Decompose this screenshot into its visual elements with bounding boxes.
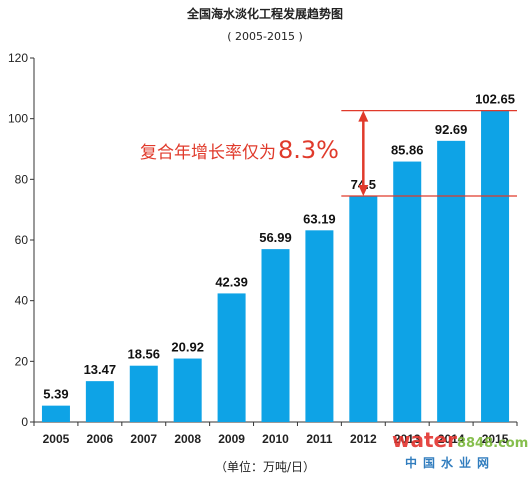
annotation-arrow-head-up bbox=[358, 110, 369, 122]
x-tick-label: 2014 bbox=[438, 432, 465, 446]
bar-value-label: 85.86 bbox=[391, 143, 424, 158]
value-labels: 5.3913.4718.5620.9242.3956.9963.1974.585… bbox=[43, 92, 515, 402]
x-tick-label: 2011 bbox=[306, 432, 332, 446]
y-tick-label: 0 bbox=[21, 415, 28, 429]
bars bbox=[41, 110, 510, 423]
bar-value-label: 18.56 bbox=[127, 347, 160, 362]
y-tick-label: 120 bbox=[8, 51, 28, 65]
x-tick-label: 2013 bbox=[394, 432, 421, 446]
x-tick-label: 2007 bbox=[130, 432, 157, 446]
bar-value-label: 102.65 bbox=[475, 92, 515, 107]
y-tick-label: 100 bbox=[8, 112, 28, 126]
bar bbox=[305, 230, 334, 422]
bar bbox=[393, 161, 422, 423]
y-tick-label: 20 bbox=[15, 354, 29, 368]
bar bbox=[437, 140, 466, 422]
x-tick-label: 2006 bbox=[87, 432, 114, 446]
y-axis: 0 20 40 60 80 100 120 bbox=[8, 51, 35, 429]
unit-label: （单位：万吨/日） bbox=[215, 459, 315, 474]
growth-annotation-text: 复合年增长率仅为8.3% bbox=[140, 136, 339, 164]
bar bbox=[41, 405, 70, 422]
x-tick-label: 2008 bbox=[174, 432, 201, 446]
x-tick-label: 2010 bbox=[262, 432, 289, 446]
y-tick-label: 80 bbox=[15, 172, 29, 186]
x-tick-label: 2012 bbox=[350, 432, 377, 446]
bar-value-label: 13.47 bbox=[84, 362, 117, 377]
watermark: water8848.com 中国水业网 bbox=[392, 428, 528, 470]
bar bbox=[217, 293, 246, 422]
bar-value-label: 5.39 bbox=[43, 387, 68, 402]
bar-value-label: 20.92 bbox=[171, 340, 204, 355]
bar bbox=[129, 365, 158, 422]
chart-title: 全国海水淡化工程发展趋势图 bbox=[186, 6, 343, 21]
chart-subtitle: ( 2005-2015 ) bbox=[227, 30, 303, 43]
annotation-arrow-head-down bbox=[358, 185, 369, 197]
y-tick-label: 60 bbox=[15, 233, 29, 247]
x-tick-label: 2015 bbox=[482, 432, 509, 446]
bar bbox=[481, 110, 510, 423]
bar bbox=[173, 358, 202, 422]
watermark-chinese-name: 中国水业网 bbox=[405, 455, 495, 470]
x-axis: 2005 2006 2007 2008 2009 2010 2011 2012 2013 2014… bbox=[33, 421, 518, 446]
bar-value-label: 63.19 bbox=[303, 211, 336, 226]
bar-value-label: 92.69 bbox=[435, 122, 468, 137]
growth-annotation: 复合年增长率仅为8.3% bbox=[140, 110, 517, 197]
bar-value-label: 56.99 bbox=[259, 230, 292, 245]
bar bbox=[261, 249, 290, 422]
x-tick-label: 2009 bbox=[218, 432, 245, 446]
bar bbox=[349, 196, 378, 422]
bar bbox=[85, 381, 114, 422]
x-tick-label: 2005 bbox=[43, 432, 70, 446]
watermark-brand: water8848.com bbox=[392, 428, 528, 452]
bar-value-label: 42.39 bbox=[215, 274, 248, 289]
y-tick-label: 40 bbox=[15, 294, 29, 308]
